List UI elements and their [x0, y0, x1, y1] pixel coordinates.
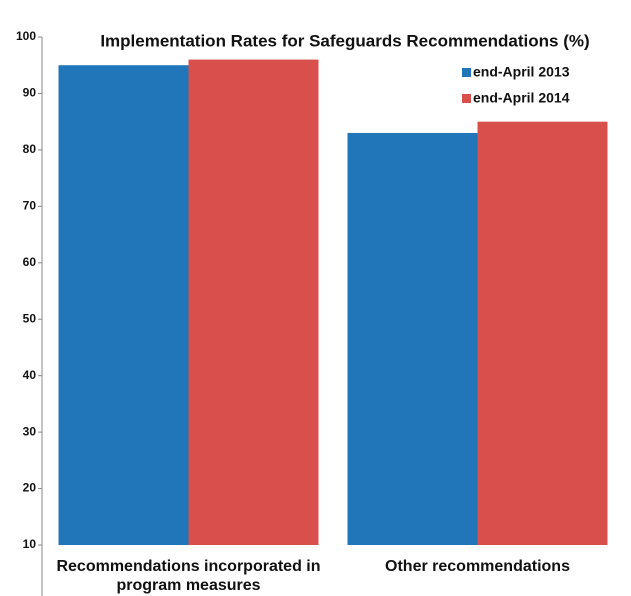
chart-title: Implementation Rates for Safeguards Reco… [100, 31, 589, 50]
y-tick-label: 80 [23, 142, 37, 156]
y-tick-label: 60 [23, 255, 37, 269]
y-tick-label: 50 [23, 311, 37, 325]
legend-label: end-April 2014 [473, 90, 570, 106]
y-tick-label: 90 [23, 86, 37, 100]
bar [477, 121, 608, 546]
bar [58, 65, 189, 545]
y-tick-label: 100 [16, 29, 36, 43]
bar [188, 59, 319, 545]
legend-swatch [462, 94, 471, 103]
y-tick-label: 70 [23, 199, 37, 213]
y-tick-label: 40 [23, 368, 37, 382]
y-tick-label: 30 [23, 424, 37, 438]
x-tick-label: Recommendations incorporated in program … [56, 558, 321, 594]
legend-label: end-April 2013 [473, 64, 570, 80]
x-tick-label: Other recommendations [385, 558, 570, 575]
y-tick-label: 20 [23, 481, 37, 495]
y-tick-label: 10 [23, 537, 37, 551]
bar [347, 132, 478, 545]
legend-swatch [462, 68, 471, 77]
